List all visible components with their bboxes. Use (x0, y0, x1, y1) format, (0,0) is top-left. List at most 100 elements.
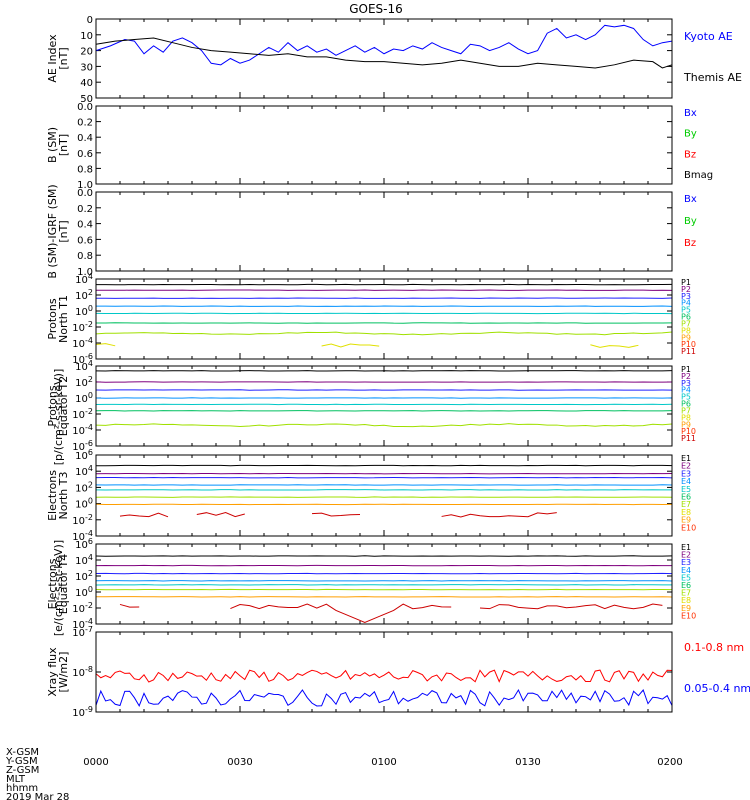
y-tick-label: 0.0 (77, 102, 93, 113)
series-E8-segment (119, 512, 169, 518)
legend-entry: P3 (681, 379, 691, 388)
legend-entry: P4 (681, 386, 691, 395)
y-tick-label: 10-8 (72, 665, 93, 679)
legend-entry: E10 (681, 611, 696, 620)
legend-entry: By (684, 216, 697, 227)
legend-entry: 0.05-0.4 nm (684, 682, 750, 695)
panel-pn: ProtonsNorth T110410210010-210-410-6P1P2… (46, 272, 696, 366)
legend-entry: P4 (681, 299, 691, 308)
legend-entry: P10 (681, 427, 696, 436)
series-Kyoto-AE (95, 24, 673, 66)
footer-line: Z-GSM (6, 765, 39, 776)
legend-entry: E6 (681, 493, 691, 502)
y-tick-label: 102 (75, 480, 93, 494)
y-tick-label: 0.2 (77, 204, 93, 215)
footer-line: Y-GSM (5, 756, 38, 767)
legend-entry: P7 (681, 319, 691, 328)
series-Themis-AE (95, 37, 673, 69)
legend-entry: P6 (681, 313, 691, 322)
y-axis-label: ProtonsEquator T2 (46, 376, 70, 436)
y-tick-label: 100 (75, 391, 93, 405)
legend-entry: P10 (681, 340, 696, 349)
series-P8-segment (321, 343, 380, 348)
legend-entry: Bx (684, 108, 697, 119)
legend-entry: P3 (681, 292, 691, 301)
legend-entry: E2 (681, 462, 691, 471)
legend-entry: P11 (681, 434, 696, 443)
panel-frame (95, 365, 673, 447)
y-tick-label: 0.6 (77, 149, 93, 160)
panel-frame (95, 631, 673, 713)
series-E8-segment (230, 603, 452, 623)
series-E8-segment (479, 603, 663, 610)
y-axis-label: B (SM)[nT] (46, 127, 70, 163)
y-axis-label: AE Index[nT] (46, 34, 70, 83)
legend-entry: P8 (681, 326, 691, 335)
footer-line: X-GSM (6, 747, 39, 758)
legend-entry: P1 (681, 278, 691, 287)
time-axis-labels: 0000 0030 0100 0130 0200 (83, 757, 682, 768)
time-tick-label: 0100 (371, 757, 396, 768)
y-tick-label: 0.4 (77, 133, 93, 144)
y-tick-label: 10-2 (72, 407, 93, 421)
panel-pe: ProtonsEquator T210410210010-210-410-6P1… (46, 359, 696, 453)
y-tick-label: 104 (75, 553, 93, 567)
legend-entry: E8 (681, 596, 691, 605)
y-tick-label: 10 (80, 31, 93, 42)
legend-entry: Bz (684, 149, 696, 160)
legend-entry: E7 (681, 500, 691, 509)
panel-frame (95, 278, 673, 360)
y-tick-label: 100 (75, 585, 93, 599)
shared-ylabel-electrons: [e/(cm²-s-sr-keV)] (52, 540, 65, 636)
y-tick-label: 1.0 (77, 267, 93, 278)
legend-entry: E5 (681, 573, 691, 582)
legend-entry: E4 (681, 477, 691, 486)
y-tick-label: 1.0 (77, 180, 93, 191)
y-tick-label: 104 (75, 359, 93, 373)
y-tick-label: 104 (75, 272, 93, 286)
y-tick-label: 10-2 (72, 513, 93, 527)
y-tick-label: 0.2 (77, 118, 93, 129)
y-tick-label: 50 (80, 94, 93, 105)
legend-entry: E6 (681, 581, 691, 590)
panels: AE Index[nT] 0 10 20 30 40 50 Kyoto AE Themis AE… (46, 15, 750, 719)
legend-entry: E3 (681, 469, 691, 478)
legend-entry: Bx (684, 194, 697, 205)
legend-entry: E4 (681, 566, 691, 575)
y-tick-label: 102 (75, 569, 93, 583)
panel-ee: ElectronsEquator T410610410210010-210-4E… (46, 537, 696, 631)
legend-entry: P5 (681, 393, 691, 402)
legend-entry: P9 (681, 420, 691, 429)
legend-entry: E2 (681, 551, 691, 560)
footer-line: MLT (6, 774, 26, 785)
y-tick-label: 100 (75, 304, 93, 318)
series-P8-segment (590, 344, 639, 348)
panel-frame (95, 543, 673, 625)
y-tick-label: 10-7 (72, 625, 93, 639)
series-E8-segment (119, 603, 140, 608)
legend-entry: Bz (684, 238, 696, 249)
time-tick-label: 0030 (227, 757, 252, 768)
y-tick-label: 102 (75, 288, 93, 302)
legend-entry: Kyoto AE (684, 30, 733, 43)
y-axis-label: Xray flux[W/m2] (46, 647, 70, 697)
series-E8-segment (311, 512, 361, 517)
legend-entry: P2 (681, 372, 691, 381)
legend-entry: E3 (681, 558, 691, 567)
legend-entry: E5 (681, 485, 691, 494)
y-tick-label: 104 (75, 464, 93, 478)
y-axis-label: B (SM)-IGRF (SM)[nT] (46, 184, 70, 278)
panel-frame (95, 105, 673, 185)
legend-entry: E7 (681, 589, 691, 598)
legend-entry: P11 (681, 347, 696, 356)
y-tick-label: 20 (80, 47, 93, 58)
legend-entry: Themis AE (683, 71, 742, 84)
panel-frame (95, 454, 673, 537)
series-P7 (95, 423, 673, 428)
time-tick-label: 0000 (83, 757, 108, 768)
panel-bsm: B (SM)[nT] 0.0 0.2 0.4 0.6 0.8 1.0 Bx By Bz Bmag (46, 102, 713, 191)
panel-xray: Xray flux[W/m2]10-7 10-8 10-9 0.1-0.8 nm 0.0… (46, 625, 750, 719)
legend-entry: P9 (681, 333, 691, 342)
series-0-05-0-4-nm (95, 688, 673, 707)
